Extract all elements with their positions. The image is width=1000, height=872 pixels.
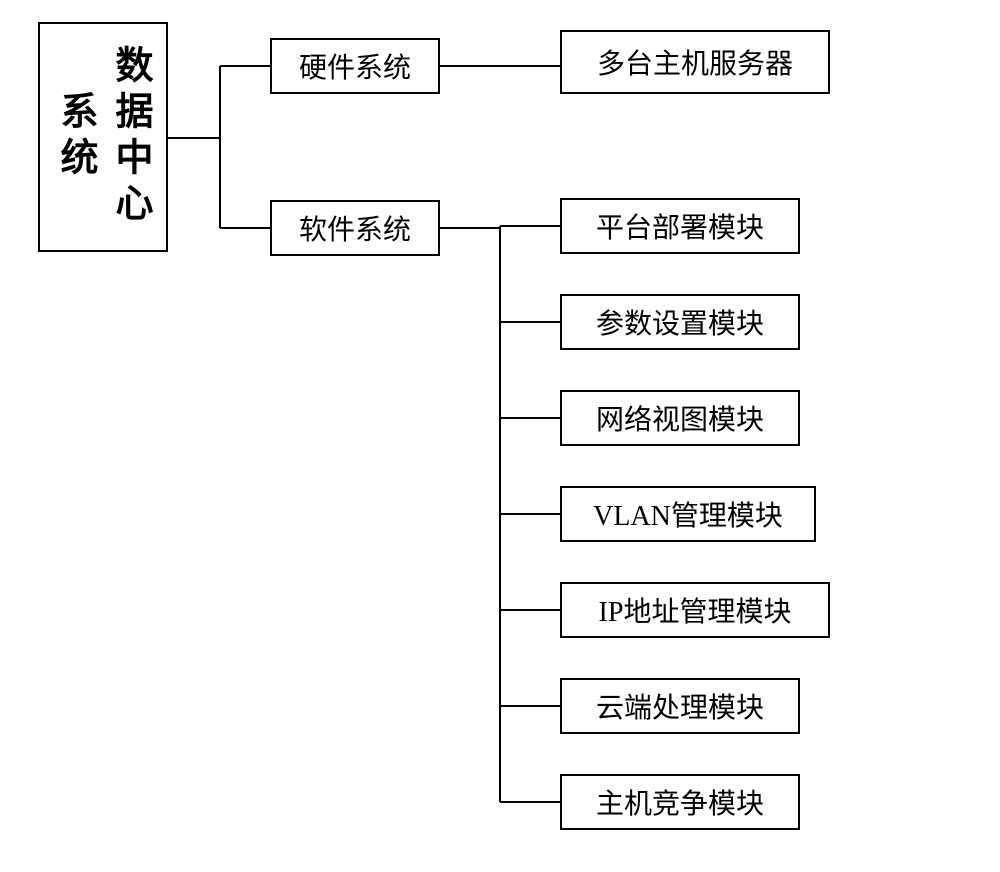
software-child-5: 云端处理模块: [560, 678, 800, 734]
software-child-4-label: IP地址管理模块: [599, 590, 792, 630]
software-child-6: 主机竞争模块: [560, 774, 800, 830]
software-child-3: VLAN管理模块: [560, 486, 816, 542]
root-node-label: 数据中心系统: [48, 24, 158, 250]
hardware-child-0-label: 多台主机服务器: [597, 42, 793, 82]
software-child-4: IP地址管理模块: [560, 582, 830, 638]
software-child-0-label: 平台部署模块: [596, 206, 764, 246]
software-child-0: 平台部署模块: [560, 198, 800, 254]
software-child-2-label: 网络视图模块: [596, 398, 764, 438]
software-child-2: 网络视图模块: [560, 390, 800, 446]
software-child-1-label: 参数设置模块: [596, 302, 764, 342]
software-child-6-label: 主机竞争模块: [596, 782, 764, 822]
level2-node-hardware-label: 硬件系统: [299, 46, 411, 86]
level2-node-software: 软件系统: [270, 200, 440, 256]
level2-node-software-label: 软件系统: [299, 208, 411, 248]
software-child-5-label: 云端处理模块: [596, 686, 764, 726]
hardware-child-0: 多台主机服务器: [560, 30, 830, 94]
software-child-1: 参数设置模块: [560, 294, 800, 350]
software-child-3-label: VLAN管理模块: [593, 494, 783, 534]
root-node: 数据中心系统: [38, 22, 168, 252]
level2-node-hardware: 硬件系统: [270, 38, 440, 94]
